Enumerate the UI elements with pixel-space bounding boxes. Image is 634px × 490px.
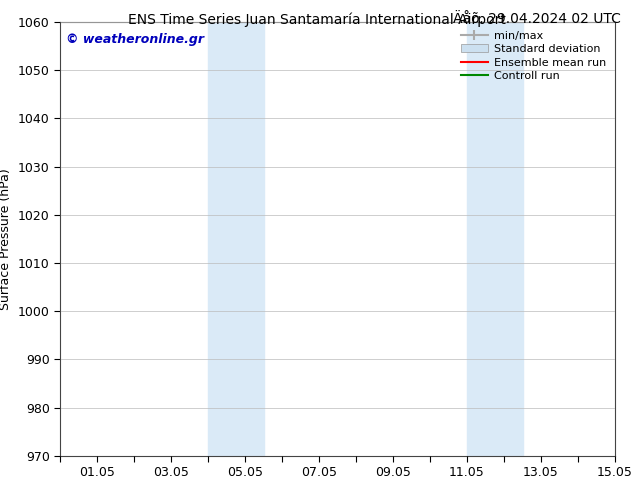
Y-axis label: Surface Pressure (hPa): Surface Pressure (hPa) — [0, 168, 13, 310]
Text: Äåõ. 29.04.2024 02 UTC: Äåõ. 29.04.2024 02 UTC — [453, 12, 621, 26]
Bar — [208, 22, 264, 456]
Legend: min/max, Standard deviation, Ensemble mean run, Controll run: min/max, Standard deviation, Ensemble me… — [457, 27, 609, 84]
Text: ENS Time Series Juan Santamaría International Airport: ENS Time Series Juan Santamaría Internat… — [128, 12, 506, 27]
Text: © weatheronline.gr: © weatheronline.gr — [66, 33, 204, 46]
Bar — [467, 22, 522, 456]
